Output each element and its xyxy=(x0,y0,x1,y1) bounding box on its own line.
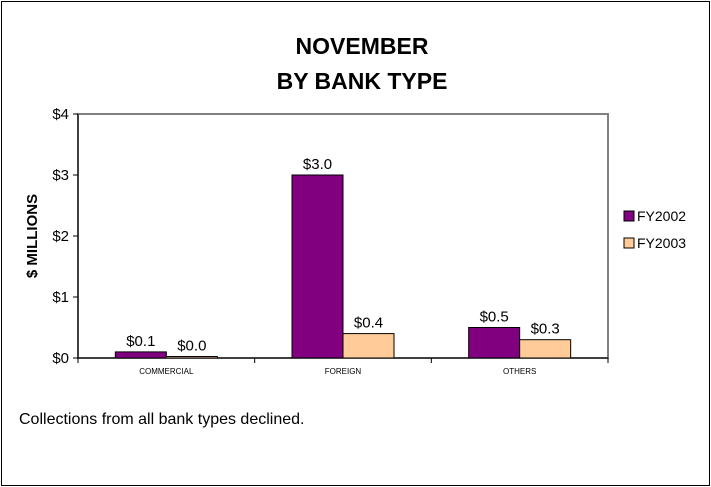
data-label: $0.3 xyxy=(531,321,560,338)
legend-label: FY2002 xyxy=(637,208,686,224)
legend-swatch xyxy=(623,237,635,249)
y-tick-label: $1 xyxy=(52,289,69,306)
data-label: $0.1 xyxy=(126,333,155,350)
chart-note: Collections from all bank types declined… xyxy=(19,411,305,428)
bar-fy2002 xyxy=(468,327,521,359)
data-label: $3.0 xyxy=(303,156,332,173)
bar-fy2003 xyxy=(165,356,218,359)
y-tick-label: $2 xyxy=(52,228,69,245)
x-tick-label: FOREIGN xyxy=(325,367,362,376)
x-tick-label: COMMERCIAL xyxy=(139,367,194,376)
y-axis-title: $ MILLIONS xyxy=(24,194,41,278)
tick-labels: $0 $1 $2 $3 $4 COMMERCIAL FOREIGN OTHERS xyxy=(52,106,536,376)
bar-fy2002 xyxy=(291,174,344,359)
title-line: NOVEMBER xyxy=(296,33,429,59)
data-label: $0.4 xyxy=(354,315,383,332)
bars xyxy=(114,174,572,359)
bar-fy2003 xyxy=(342,333,395,359)
legend: FY2002 FY2003 xyxy=(623,208,686,251)
legend-label: FY2003 xyxy=(637,235,686,251)
bar-fy2002 xyxy=(114,351,167,359)
legend-swatch xyxy=(623,210,635,222)
bar-fy2003 xyxy=(519,339,572,359)
y-tick-label: $4 xyxy=(52,106,69,123)
data-label: $0.0 xyxy=(177,338,206,355)
title-line: BY BANK TYPE xyxy=(277,68,448,94)
y-tick-label: $0 xyxy=(52,350,69,367)
y-axis-label: $ MILLIONS xyxy=(24,194,41,278)
chart-title: NOVEMBER BY BANK TYPE xyxy=(277,33,448,94)
y-tick-label: $3 xyxy=(52,167,69,184)
data-labels: $0.1 $0.0 $3.0 $0.4 $0.5 $0.3 xyxy=(126,156,560,355)
x-tick-label: OTHERS xyxy=(503,367,536,376)
data-label: $0.5 xyxy=(480,309,509,326)
